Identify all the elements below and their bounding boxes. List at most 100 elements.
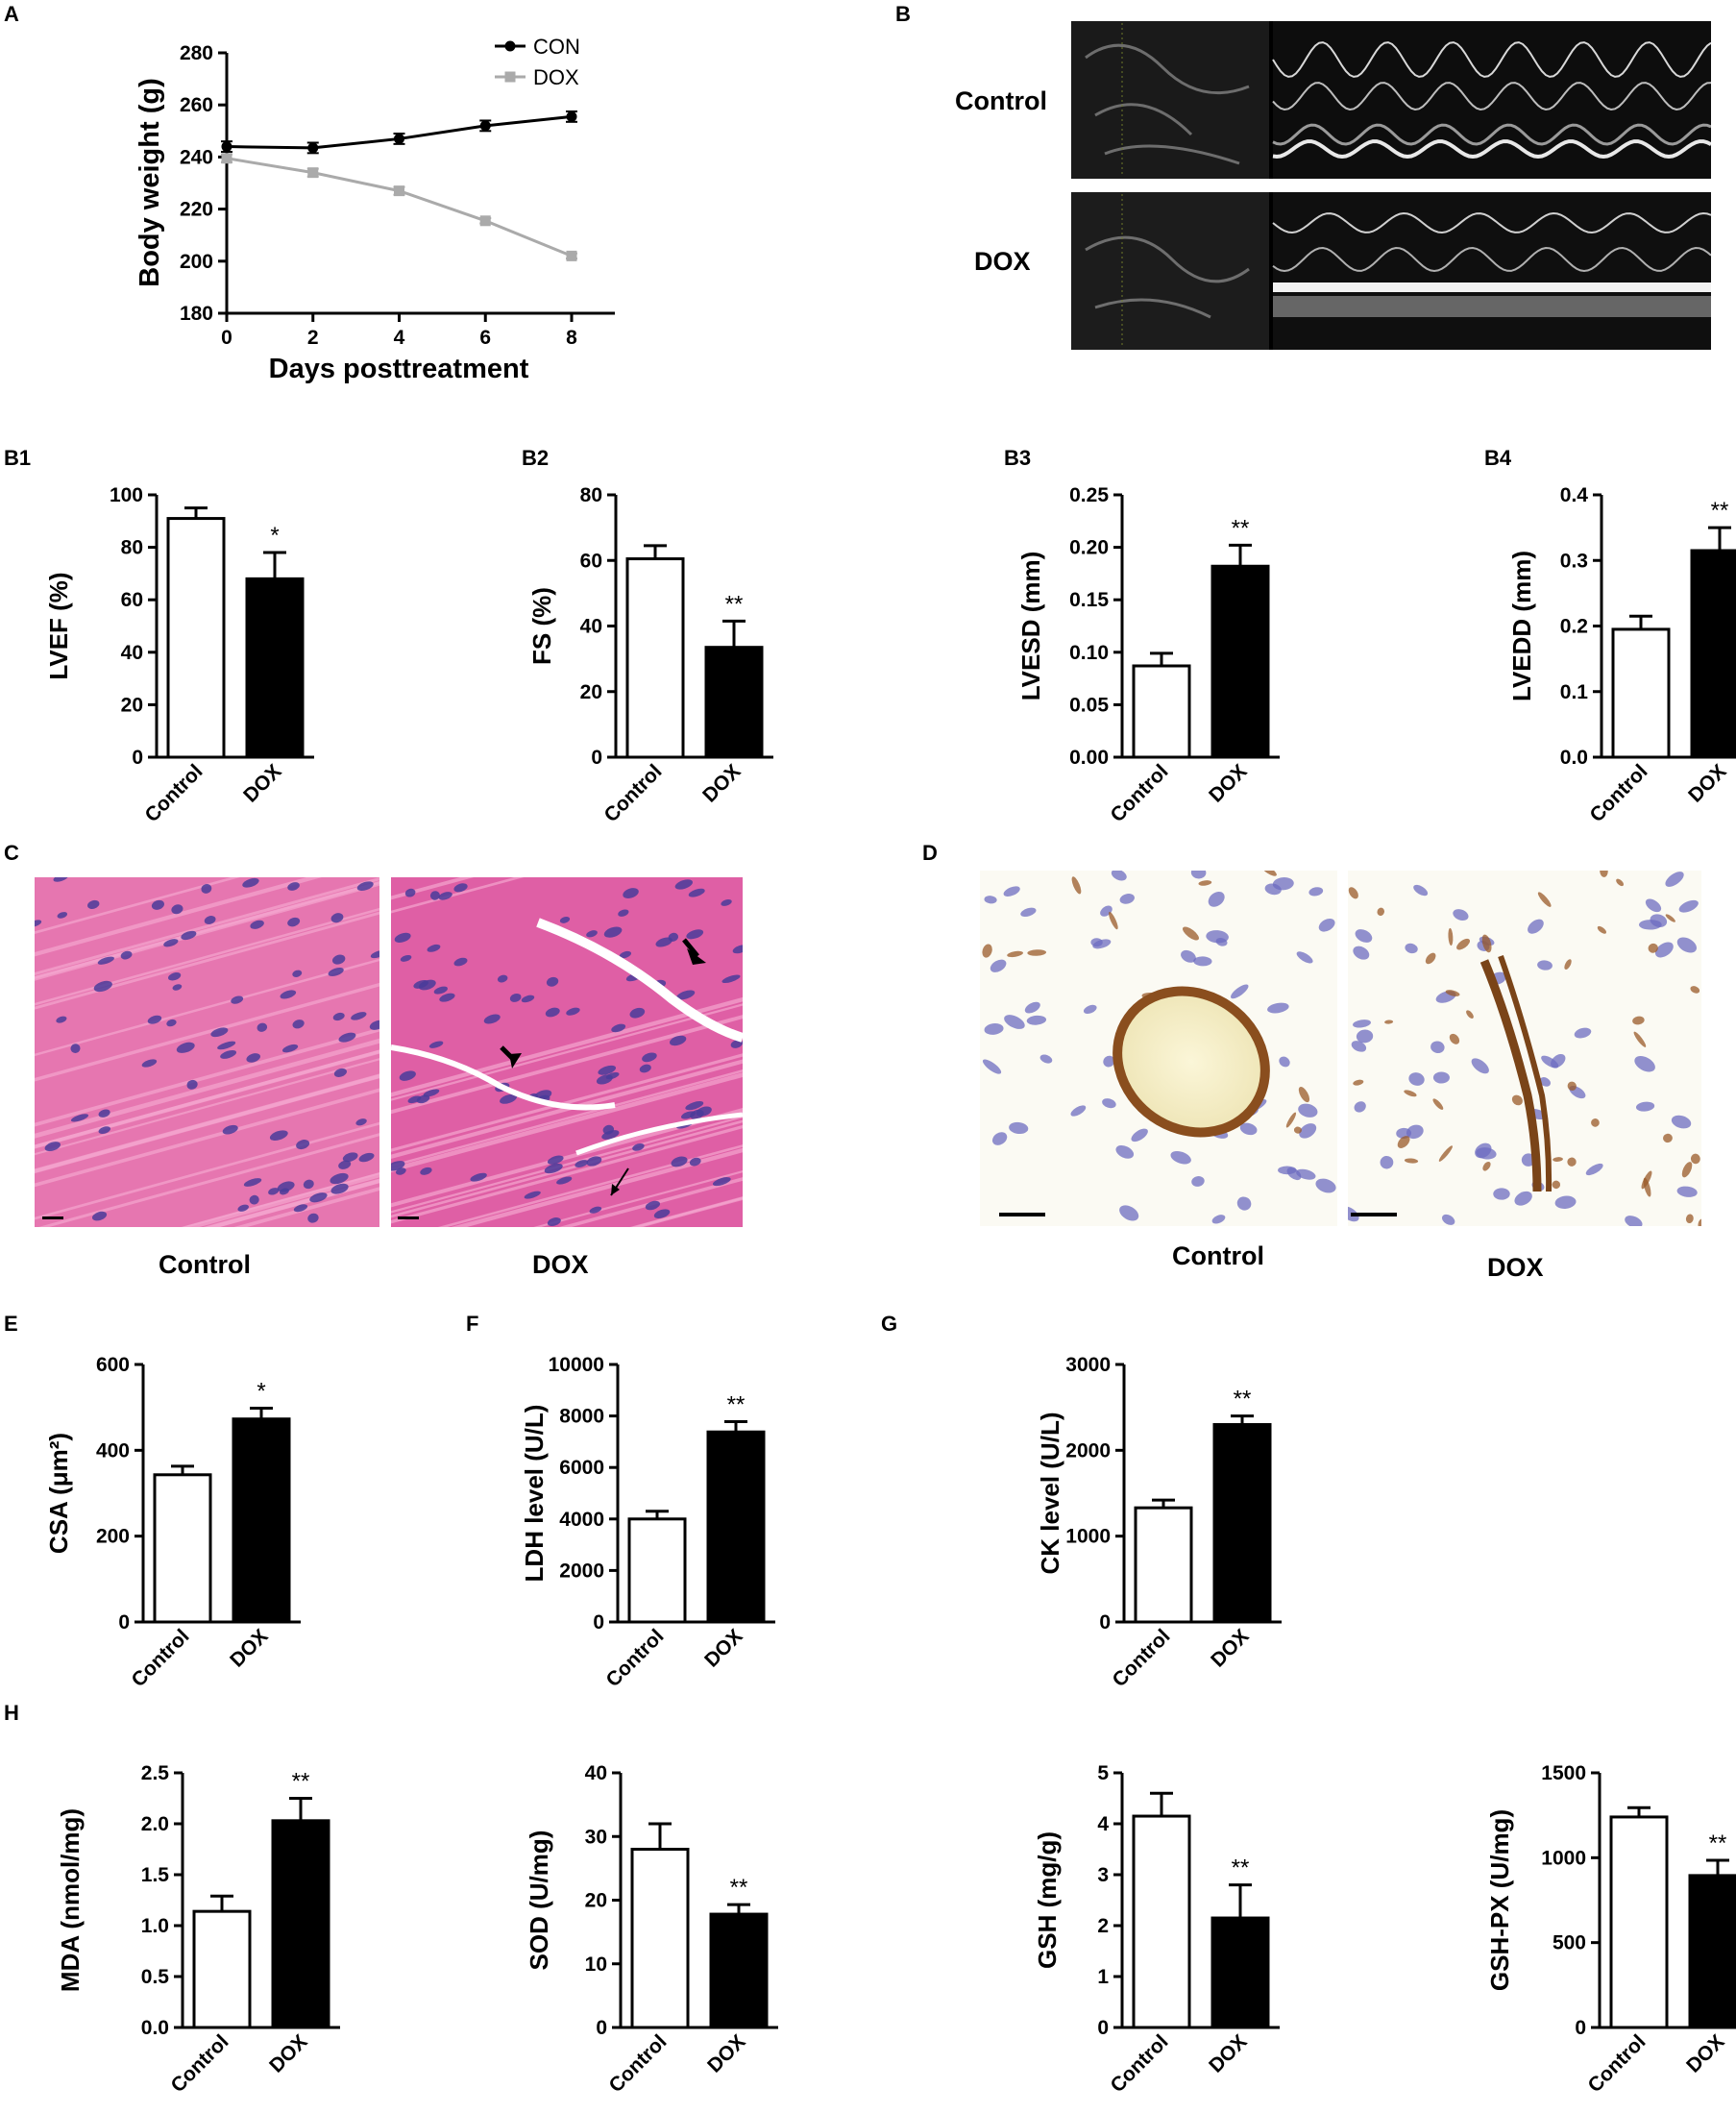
y-tick-label: 0.1 (1560, 681, 1589, 703)
data-point (394, 133, 404, 144)
y-tick-label: 1.0 (141, 1915, 169, 1937)
y-tick-label: 40 (580, 616, 602, 638)
y-tick-label: 400 (96, 1439, 130, 1462)
bar (706, 1430, 766, 1624)
significance-label: ** (1711, 498, 1729, 524)
x-tick-label: DOX (265, 2030, 311, 2076)
ihc-control-caption: Control (1172, 1241, 1264, 1270)
body-weight-line-chart: 180 200 220 240 260 280 0 2 4 6 8 CON DOX Days posttr… (134, 35, 615, 384)
x-tick-label: 4 (394, 327, 405, 349)
x-tick-label: DOX (226, 1625, 272, 1671)
y-tick-label: 10000 (549, 1354, 604, 1376)
y-tick-label: 0.20 (1069, 537, 1109, 559)
y-tick-label: 0.2 (1560, 616, 1588, 638)
legend-marker (504, 40, 516, 52)
y-axis-label: Body weight (g) (134, 78, 165, 286)
y-tick-label: 0 (591, 747, 602, 769)
y-tick-label: 0.00 (1069, 747, 1109, 769)
csa-bar-chart: 0 200 400 600 Control * DOX CSA (μm²) (44, 1354, 301, 1691)
bar (1132, 664, 1191, 759)
ldh-bar-chart: 0 2000 4000 6000 8000 10000 Control ** DOX LDH le… (520, 1354, 775, 1691)
x-tick-label: Control (1106, 760, 1172, 826)
x-tick-label: DOX (1205, 2030, 1251, 2076)
ck-bar-chart: 0 1000 2000 3000 Control ** DOX CK level (U/L) (1036, 1354, 1282, 1691)
he-control-caption: Control (159, 1250, 251, 1279)
y-tick-label: 20 (585, 1890, 607, 1912)
significance-label: ** (1709, 1830, 1727, 1856)
bar (1212, 1423, 1272, 1624)
ihc-dox-caption: DOX (1487, 1253, 1544, 1282)
data-point (221, 153, 232, 164)
data-point (307, 142, 319, 154)
y-tick-label: 20 (580, 681, 602, 703)
y-axis-label: GSH (mg/g) (1033, 1831, 1062, 1969)
data-point (221, 141, 232, 153)
bar (1134, 1506, 1193, 1624)
sod-bar-chart: 0 10 20 30 40 Control ** DOX SOD (U/mg) (525, 1762, 778, 2097)
bar (1690, 549, 1736, 759)
y-tick-label: 600 (96, 1354, 130, 1376)
y-tick-label: 4 (1097, 1813, 1109, 1835)
x-tick-label: DOX (1682, 2030, 1728, 2076)
y-tick-label: 0.3 (1560, 550, 1588, 572)
y-tick-label: 0 (596, 2017, 607, 2039)
y-axis-label: LVEF (%) (44, 572, 73, 679)
x-tick-label: Control (604, 2030, 671, 2097)
data-point (566, 250, 577, 261)
x-tick-label: 2 (307, 327, 319, 349)
significance-label: ** (1234, 1387, 1252, 1413)
y-axis-label: FS (%) (527, 587, 556, 665)
series-line (226, 157, 573, 258)
y-axis-label: LVEDD (mm) (1507, 551, 1536, 701)
y-tick-label: 40 (121, 642, 143, 664)
he-dox-caption: DOX (532, 1250, 589, 1279)
y-axis-label: LVESD (mm) (1016, 552, 1045, 701)
bar (627, 1517, 687, 1624)
significance-label: ** (730, 1875, 748, 1901)
panel-letter-b3: B3 (1004, 446, 1031, 470)
bar (709, 1912, 769, 2029)
lvesd-bar-chart: 0.00 0.05 0.10 0.15 0.20 0.25 Control ** DOX LVES… (1016, 484, 1280, 826)
y-tick-label: 0 (593, 1611, 604, 1634)
legend-label: CON (533, 35, 580, 59)
x-tick-label: DOX (239, 760, 285, 806)
bar (192, 1909, 252, 2029)
bar (1210, 564, 1270, 759)
x-tick-label: 0 (221, 327, 232, 349)
y-tick-label: 0 (1097, 2017, 1109, 2039)
x-tick-label: Control (127, 1625, 193, 1691)
y-tick-label: 200 (180, 251, 213, 273)
panel-letter-b4: B4 (1484, 446, 1512, 470)
y-tick-label: 6000 (559, 1457, 604, 1479)
y-tick-label: 280 (180, 42, 213, 64)
y-tick-label: 0 (1099, 1611, 1111, 1634)
arrow-icon (682, 938, 706, 965)
panel-letter-h: H (4, 1701, 19, 1725)
bar (630, 1848, 690, 2029)
y-tick-label: 260 (180, 94, 213, 116)
x-tick-label: Control (140, 760, 207, 826)
y-axis-label: LDH level (U/L) (520, 1405, 549, 1583)
significance-label: ** (727, 1391, 746, 1417)
bar (153, 1473, 212, 1624)
y-tick-label: 0.4 (1560, 484, 1589, 506)
gsh-px-bar-chart: 0 500 1000 1500 Control ** DOX GSH-PX (U/mg) (1485, 1762, 1736, 2097)
y-axis-label: CK level (U/L) (1036, 1412, 1064, 1574)
y-tick-label: 0.0 (1560, 747, 1588, 769)
x-tick-label: Control (166, 2030, 232, 2097)
y-tick-label: 1 (1097, 1966, 1109, 1988)
y-tick-label: 2.0 (141, 1813, 169, 1835)
y-tick-label: 30 (585, 1826, 607, 1848)
y-tick-label: 0.05 (1069, 694, 1109, 716)
data-point (479, 120, 491, 132)
y-tick-label: 100 (110, 484, 143, 506)
panel-letter-b: B (895, 2, 911, 26)
significance-label: ** (725, 591, 744, 617)
y-tick-label: 5 (1097, 1762, 1109, 1784)
panel-letter-a: A (4, 2, 19, 26)
x-tick-label: DOX (1207, 1625, 1253, 1671)
y-tick-label: 1.5 (141, 1864, 170, 1886)
echo-control-image (1071, 21, 1711, 179)
significance-label: ** (1232, 515, 1250, 541)
y-tick-label: 2000 (1065, 1439, 1111, 1462)
